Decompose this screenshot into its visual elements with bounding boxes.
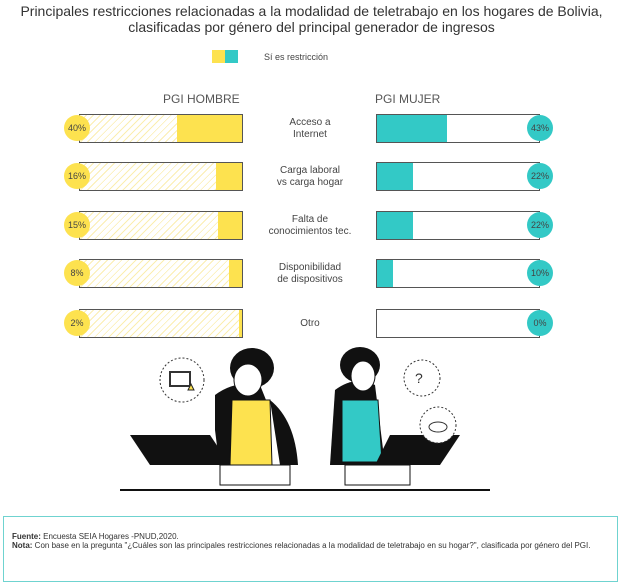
category-label: Otro	[250, 318, 370, 330]
category-label: Falta de conocimientos tec.	[250, 214, 370, 238]
group-header-hombre: PGI HOMBRE	[163, 92, 240, 106]
group-header-mujer: PGI MUJER	[375, 92, 441, 106]
bar-mujer	[376, 114, 540, 143]
bar-fill-hombre	[217, 212, 242, 239]
category-line-2: conocimientos tec.	[268, 226, 352, 237]
value-label-hombre: 8%	[64, 260, 90, 286]
value-label-mujer: 22%	[527, 212, 553, 238]
bar-fill-hombre	[216, 163, 242, 190]
bar-hombre	[79, 259, 243, 288]
category-label: Carga laboral vs carga hogar	[250, 165, 370, 189]
legend-swatch-teal	[225, 50, 238, 63]
illustration-people-teleworking: ?	[120, 347, 490, 491]
bar-hombre	[79, 309, 243, 338]
category-line-2: de dispositivos	[277, 274, 343, 285]
fuente-label: Fuente:	[12, 532, 41, 541]
legend: Sí es restricción	[212, 50, 328, 63]
bar-fill-mujer	[377, 260, 394, 287]
bar-hombre	[79, 211, 243, 240]
value-label-mujer: 10%	[527, 260, 553, 286]
category-line-1: Otro	[300, 318, 320, 329]
bar-fill-hombre	[238, 310, 242, 337]
nota-text: Con base en la pregunta "¿Cuáles son las…	[32, 541, 591, 550]
bar-mujer	[376, 211, 540, 240]
bar-mujer	[376, 162, 540, 191]
category-label: Acceso a Internet	[250, 117, 370, 141]
title-line-2: clasificadas por género del principal ge…	[128, 19, 495, 35]
category-line-1: Carga laboral	[279, 165, 341, 176]
value-label-mujer: 22%	[527, 163, 553, 189]
category-line-2: Internet	[293, 129, 327, 140]
svg-text:?: ?	[415, 370, 423, 386]
value-label-hombre: 40%	[64, 115, 90, 141]
bar-mujer	[376, 259, 540, 288]
value-label-hombre: 15%	[64, 212, 90, 238]
bar-fill-mujer	[377, 163, 413, 190]
value-label-mujer: 0%	[527, 310, 553, 336]
bar-hombre	[79, 162, 243, 191]
category-line-1: Acceso a	[289, 117, 331, 128]
chart-title: Principales restricciones relacionadas a…	[0, 3, 623, 35]
bar-fill-mujer	[377, 115, 447, 142]
category-line-1: Disponibilidad	[278, 262, 342, 273]
legend-label: Sí es restricción	[264, 51, 329, 62]
nota-label: Nota:	[12, 541, 33, 550]
bar-fill-mujer	[377, 212, 413, 239]
value-label-hombre: 2%	[64, 310, 90, 336]
source-note-box: Fuente: Encuesta SEIA Hogares -PNUD,2020…	[3, 516, 618, 582]
value-label-mujer: 43%	[527, 115, 553, 141]
bar-fill-hombre	[229, 260, 242, 287]
value-label-hombre: 16%	[64, 163, 90, 189]
bar-hombre	[79, 114, 243, 143]
bar-fill-hombre	[177, 115, 242, 142]
legend-swatch-yellow	[212, 50, 225, 63]
bar-mujer	[376, 309, 540, 338]
fuente-text: Encuesta SEIA Hogares -PNUD,2020.	[40, 532, 179, 541]
title-line-1: Principales restricciones relacionadas a…	[20, 3, 603, 19]
category-label: Disponibilidad de dispositivos	[250, 262, 370, 286]
category-line-2: vs carga hogar	[276, 177, 344, 188]
category-line-1: Falta de	[291, 214, 329, 225]
